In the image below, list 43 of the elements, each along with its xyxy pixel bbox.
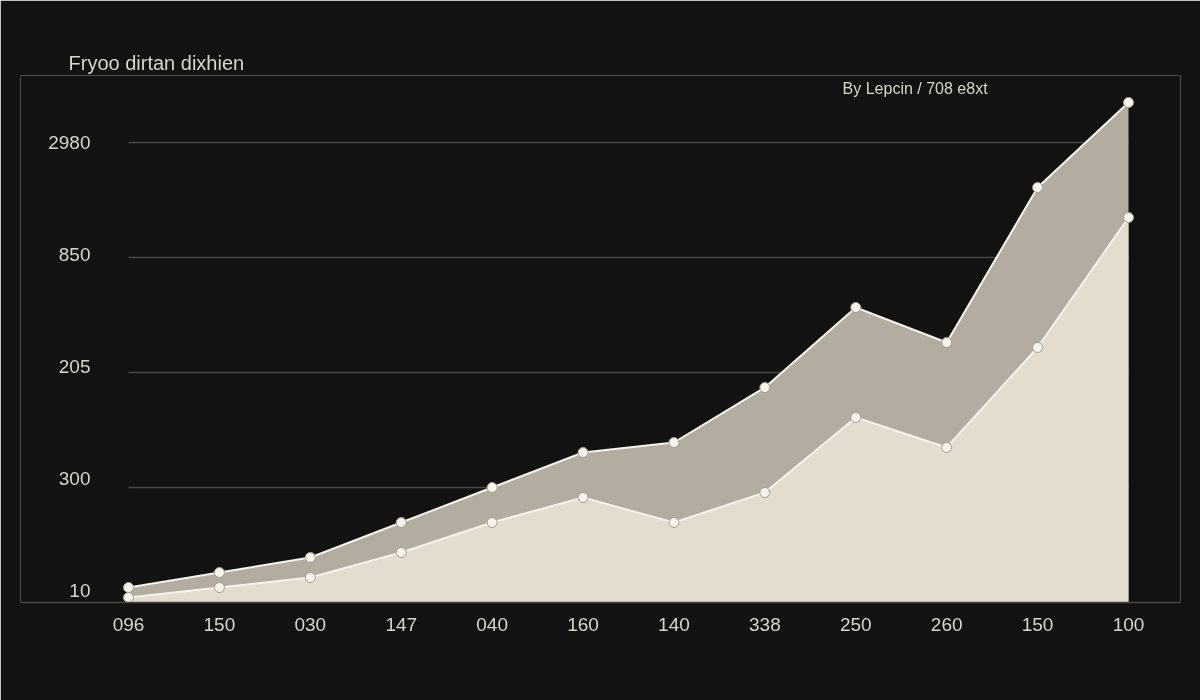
x-tick-label: 030: [294, 613, 327, 635]
point: [668, 437, 680, 448]
point: [1123, 97, 1134, 108]
point: [486, 482, 498, 493]
text: 10: [69, 580, 91, 601]
point: [850, 302, 862, 313]
point: [123, 592, 134, 603]
text: By Lepcin / 708 e8xt: [842, 79, 989, 97]
text: 205: [58, 356, 91, 377]
point: [213, 582, 225, 593]
point: [759, 382, 771, 393]
x-tick-label: 096: [112, 613, 145, 635]
x-tick-label: 160: [567, 613, 599, 635]
x-tick-label: 260: [930, 613, 963, 635]
x-tick-label: 140: [658, 613, 690, 635]
point: [486, 517, 498, 528]
point: [1123, 212, 1134, 223]
x-tick-label: 100: [1112, 613, 1145, 635]
point: [668, 517, 680, 528]
point: [304, 552, 316, 563]
point: [304, 572, 316, 583]
x-tick-label: 150: [203, 613, 236, 635]
point: [941, 442, 953, 453]
point: [941, 337, 953, 348]
point: [395, 547, 407, 558]
x-tick-label: 338: [749, 613, 781, 635]
x-tick-label: 040: [476, 613, 508, 635]
point: [577, 492, 589, 503]
text: 2980: [48, 132, 91, 153]
chart-title: Fryoo dirtan dixhien: [68, 51, 245, 74]
point: [1032, 342, 1044, 353]
text: 850: [58, 244, 91, 265]
point: [213, 567, 225, 578]
x-tick-label: 250: [839, 613, 872, 635]
point: [123, 582, 134, 593]
point: [850, 412, 862, 423]
text: 300: [58, 468, 91, 489]
point: [577, 447, 589, 458]
point: [759, 487, 771, 498]
x-tick-label: 147: [385, 613, 418, 635]
point: [1032, 182, 1044, 193]
x-tick-label: 150: [1021, 613, 1054, 635]
point: [395, 517, 407, 528]
